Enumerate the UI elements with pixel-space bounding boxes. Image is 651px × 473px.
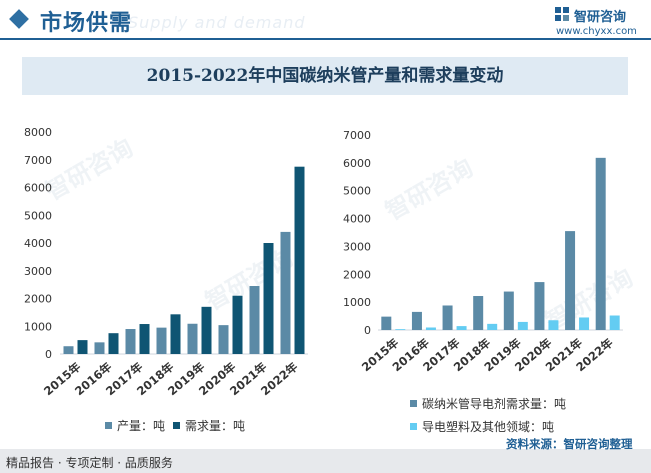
y-tick-label: 1000 [24, 320, 52, 333]
legend-swatch [410, 423, 417, 430]
bar-2 [609, 315, 620, 330]
y-tick-label: 6000 [24, 182, 52, 195]
legend-label: 需求量：吨 [185, 419, 245, 433]
page-title: 市场供需 [40, 10, 133, 36]
bar-2 [201, 306, 212, 354]
y-tick-label: 5000 [24, 209, 52, 222]
bar-2 [294, 166, 305, 354]
header: Supply and demand 市场供需 智研咨询 www.chyxx.co… [0, 0, 651, 46]
bar-2 [170, 314, 181, 354]
title-band [22, 57, 628, 95]
bar-2 [232, 295, 243, 354]
bar-2 [579, 317, 590, 330]
y-tick-label: 2000 [343, 268, 371, 281]
brand-site: www.chyxx.com [556, 26, 637, 37]
left-chart: 0100020003000400050006000700080002015年20… [24, 126, 308, 433]
bar-1 [125, 329, 136, 354]
y-tick-label: 4000 [24, 237, 52, 250]
footer-slogan: 精品报告 · 专项定制 · 品质服务 [6, 456, 173, 470]
footer-bar [0, 449, 651, 473]
legend-label: 导电塑料及其他领域：吨 [422, 419, 554, 434]
y-tick-label: 3000 [343, 240, 371, 253]
bar-2 [548, 320, 559, 330]
bar-2 [487, 323, 498, 330]
y-tick-label: 0 [45, 348, 52, 361]
diamond-icon [9, 9, 29, 29]
bar-1 [94, 342, 105, 354]
bar-2 [517, 321, 528, 330]
legend-label: 碳纳米管导电剂需求量：吨 [422, 396, 566, 411]
bar-2 [395, 329, 406, 330]
bar-1 [381, 316, 392, 330]
legend-swatch [410, 400, 417, 407]
y-tick-label: 0 [364, 324, 371, 337]
right-chart: 010002000300040005000600070002015年2016年2… [343, 129, 623, 434]
brand-logo-icon [555, 7, 569, 21]
y-tick-label: 6000 [343, 157, 371, 170]
data-source: 资料来源：智研咨询整理 [506, 437, 633, 451]
bar-1 [280, 231, 291, 354]
bar-2 [425, 327, 436, 330]
header-divider [0, 38, 651, 40]
bar-1 [442, 305, 453, 330]
y-tick-label: 7000 [343, 129, 371, 142]
chart-title: 2015-2022年中国碳纳米管产量和需求量变动 [146, 66, 504, 86]
legend-swatch [173, 422, 180, 429]
y-tick-label: 8000 [24, 126, 52, 139]
bar-1 [63, 346, 74, 354]
y-tick-label: 1000 [343, 296, 371, 309]
legend-swatch [105, 422, 112, 429]
bar-2 [456, 326, 467, 330]
y-tick-label: 2000 [24, 293, 52, 306]
bar-1 [187, 323, 198, 354]
bar-1 [534, 282, 545, 330]
brand-name: 智研咨询 [574, 10, 627, 25]
bar-2 [139, 324, 150, 354]
bar-1 [156, 327, 167, 354]
y-tick-label: 4000 [343, 213, 371, 226]
y-tick-label: 3000 [24, 265, 52, 278]
bar-1 [503, 291, 514, 330]
y-tick-label: 5000 [343, 185, 371, 198]
bar-2 [77, 340, 88, 354]
bar-1 [473, 296, 484, 330]
bar-1 [249, 286, 260, 354]
header-title-background: Supply and demand [128, 13, 306, 32]
bar-2 [108, 333, 119, 354]
bar-1 [565, 231, 576, 330]
y-tick-label: 7000 [24, 154, 52, 167]
legend-label: 产量：吨 [117, 419, 165, 433]
bar-1 [218, 325, 229, 354]
bar-1 [411, 311, 422, 330]
bar-2 [263, 243, 274, 354]
bar-1 [595, 157, 606, 330]
